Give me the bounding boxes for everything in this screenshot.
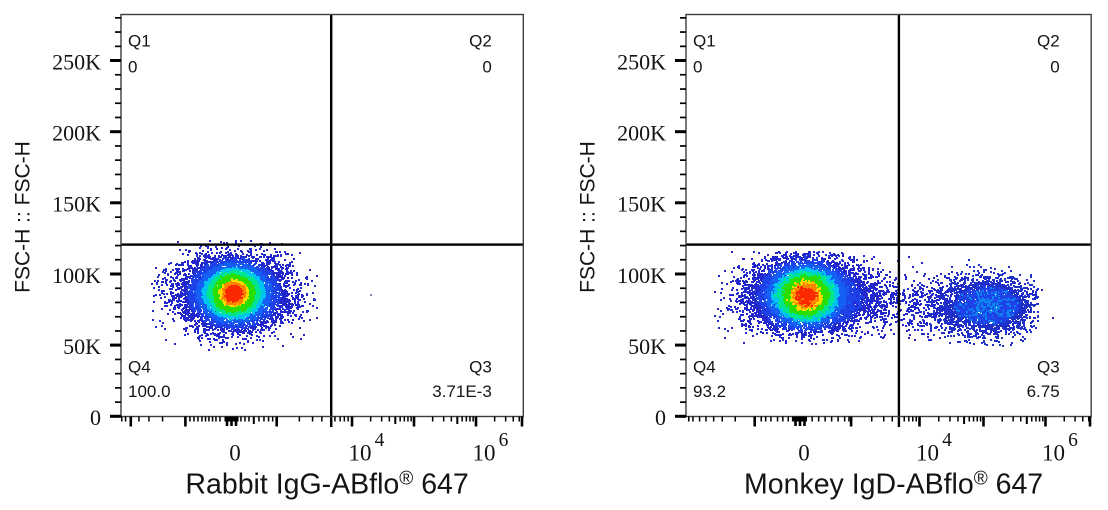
svg-text:6.75: 6.75: [1027, 382, 1060, 401]
svg-text:10: 10: [473, 441, 496, 466]
svg-text:93.2: 93.2: [693, 382, 726, 401]
svg-text:Q3: Q3: [469, 357, 492, 376]
svg-text:200K: 200K: [617, 121, 666, 146]
svg-text:Q1: Q1: [128, 32, 151, 51]
svg-text:6: 6: [499, 430, 509, 451]
svg-text:10: 10: [349, 441, 372, 466]
svg-text:150K: 150K: [617, 192, 666, 217]
svg-text:Q2: Q2: [469, 32, 492, 51]
svg-text:0: 0: [1050, 58, 1059, 77]
svg-text:100K: 100K: [52, 263, 101, 288]
svg-text:100.0: 100.0: [128, 382, 171, 401]
svg-text:10: 10: [1042, 441, 1065, 466]
svg-text:0: 0: [798, 441, 810, 466]
svg-text:4: 4: [942, 430, 952, 451]
svg-text:Q2: Q2: [1037, 32, 1060, 51]
svg-text:100K: 100K: [617, 263, 666, 288]
svg-text:0: 0: [128, 58, 137, 77]
svg-text:Q3: Q3: [1037, 357, 1060, 376]
svg-text:4: 4: [375, 430, 385, 451]
svg-text:Monkey IgD-ABflo® 647: Monkey IgD-ABflo® 647: [744, 469, 1043, 501]
svg-text:250K: 250K: [617, 49, 666, 74]
svg-text:250K: 250K: [52, 49, 101, 74]
svg-text:Q4: Q4: [693, 357, 716, 376]
svg-text:50K: 50K: [63, 334, 101, 359]
svg-text:FSC-H :: FSC-H: FSC-H :: FSC-H: [11, 141, 34, 293]
svg-text:200K: 200K: [52, 121, 101, 146]
svg-text:0: 0: [693, 58, 702, 77]
svg-text:Q4: Q4: [128, 357, 151, 376]
svg-text:FSC-H :: FSC-H: FSC-H :: FSC-H: [576, 141, 599, 293]
svg-text:0: 0: [90, 405, 101, 430]
svg-text:Rabbit IgG-ABflo® 647: Rabbit IgG-ABflo® 647: [185, 469, 468, 501]
svg-text:50K: 50K: [628, 334, 666, 359]
svg-text:10: 10: [916, 441, 939, 466]
svg-text:150K: 150K: [52, 192, 101, 217]
svg-text:0: 0: [655, 405, 666, 430]
svg-text:3.71E-3: 3.71E-3: [432, 382, 492, 401]
svg-text:Q1: Q1: [693, 32, 716, 51]
svg-text:0: 0: [229, 441, 241, 466]
svg-text:0: 0: [482, 58, 491, 77]
svg-text:6: 6: [1068, 430, 1078, 451]
